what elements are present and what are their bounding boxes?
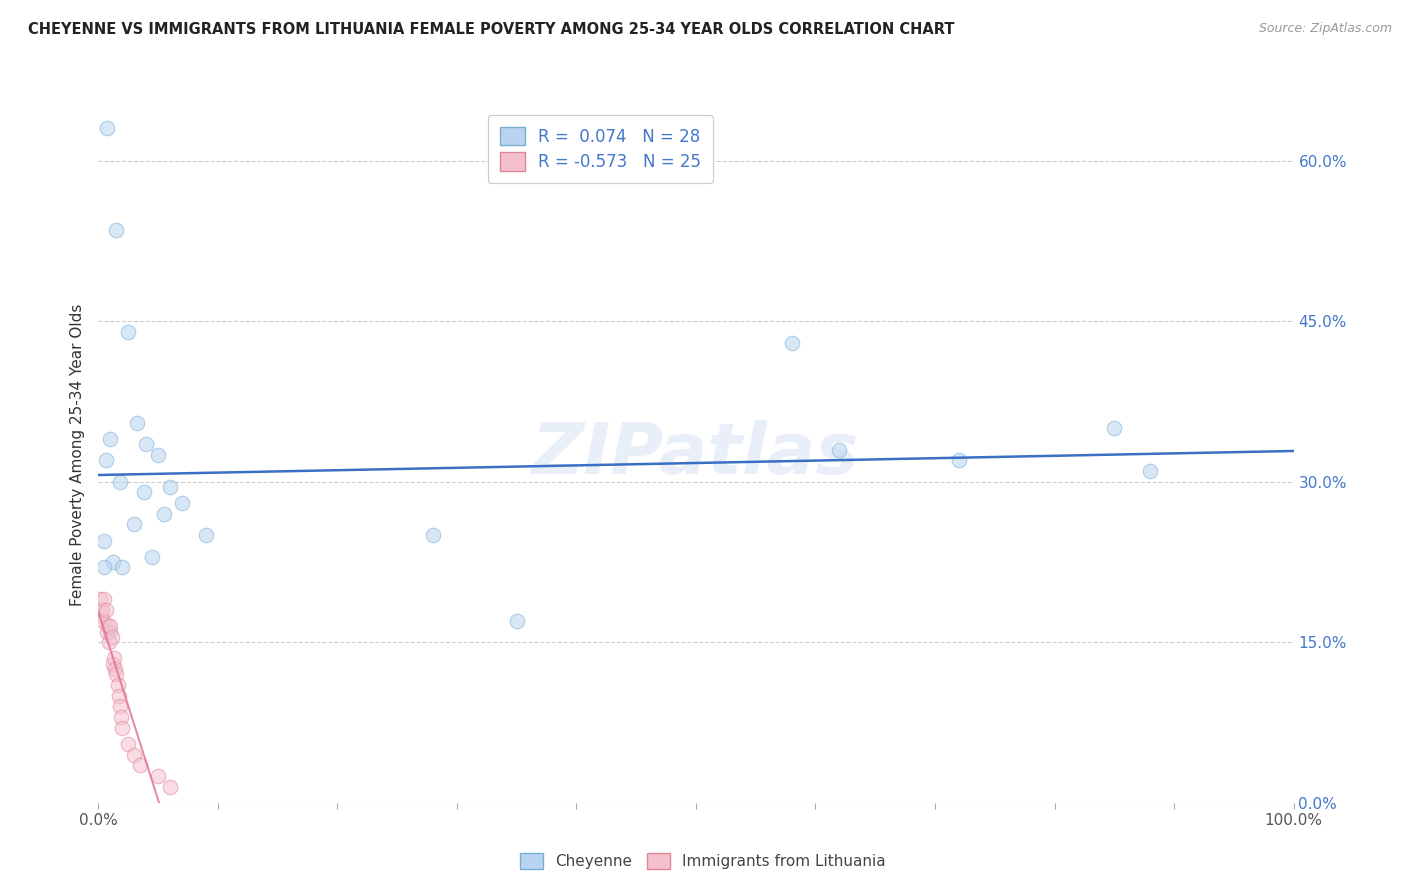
Point (117, 325, 139, 339)
Point (91, 614, 114, 628)
Point (780, 335, 803, 350)
Text: Source: ZipAtlas.com: Source: ZipAtlas.com (1258, 22, 1392, 36)
Point (101, 555, 124, 569)
Point (107, 689, 129, 703)
Point (98, 619, 122, 633)
Point (104, 662, 127, 676)
Point (141, 549, 163, 564)
Point (129, 758, 152, 772)
Point (90, 608, 112, 623)
Point (828, 442, 851, 457)
Point (159, 780, 181, 794)
Point (172, 496, 194, 510)
Point (506, 614, 529, 628)
Point (194, 528, 218, 542)
Point (111, 721, 134, 735)
Point (89, 592, 111, 607)
Point (1102, 421, 1125, 435)
Point (93, 560, 115, 574)
Point (100, 630, 122, 644)
Point (107, 678, 129, 692)
Point (91, 603, 114, 617)
Point (125, 416, 148, 430)
Y-axis label: Female Poverty Among 25-34 Year Olds: Female Poverty Among 25-34 Year Olds (70, 304, 86, 606)
Point (93, 592, 115, 607)
Point (948, 453, 970, 467)
Point (94, 453, 117, 467)
Point (103, 651, 125, 665)
Point (108, 699, 131, 714)
Point (98, 624, 122, 639)
Point (153, 507, 176, 521)
Point (97, 619, 120, 633)
Point (96, 624, 118, 639)
Point (111, 560, 134, 574)
Point (110, 710, 132, 724)
Point (101, 657, 124, 671)
Point (148, 448, 170, 462)
Point (98, 432, 122, 446)
Point (105, 667, 128, 681)
Text: ZIPatlas: ZIPatlas (533, 420, 859, 490)
Point (422, 528, 444, 542)
Point (159, 480, 181, 494)
Legend: R =  0.074   N = 28, R = -0.573   N = 25: R = 0.074 N = 28, R = -0.573 N = 25 (488, 115, 713, 183)
Text: CHEYENNE VS IMMIGRANTS FROM LITHUANIA FEMALE POVERTY AMONG 25-34 YEAR OLDS CORRE: CHEYENNE VS IMMIGRANTS FROM LITHUANIA FE… (28, 22, 955, 37)
Point (124, 517, 146, 532)
Point (117, 737, 139, 751)
Point (148, 769, 170, 783)
Point (93, 533, 115, 548)
Point (1139, 464, 1161, 478)
Point (132, 485, 155, 500)
Point (108, 475, 131, 489)
Point (94, 603, 117, 617)
Point (98, 635, 121, 649)
Point (124, 747, 146, 762)
Legend: Cheyenne, Immigrants from Lithuania: Cheyenne, Immigrants from Lithuania (513, 847, 893, 875)
Point (96, 121, 118, 136)
Point (105, 223, 128, 237)
Point (135, 437, 157, 451)
